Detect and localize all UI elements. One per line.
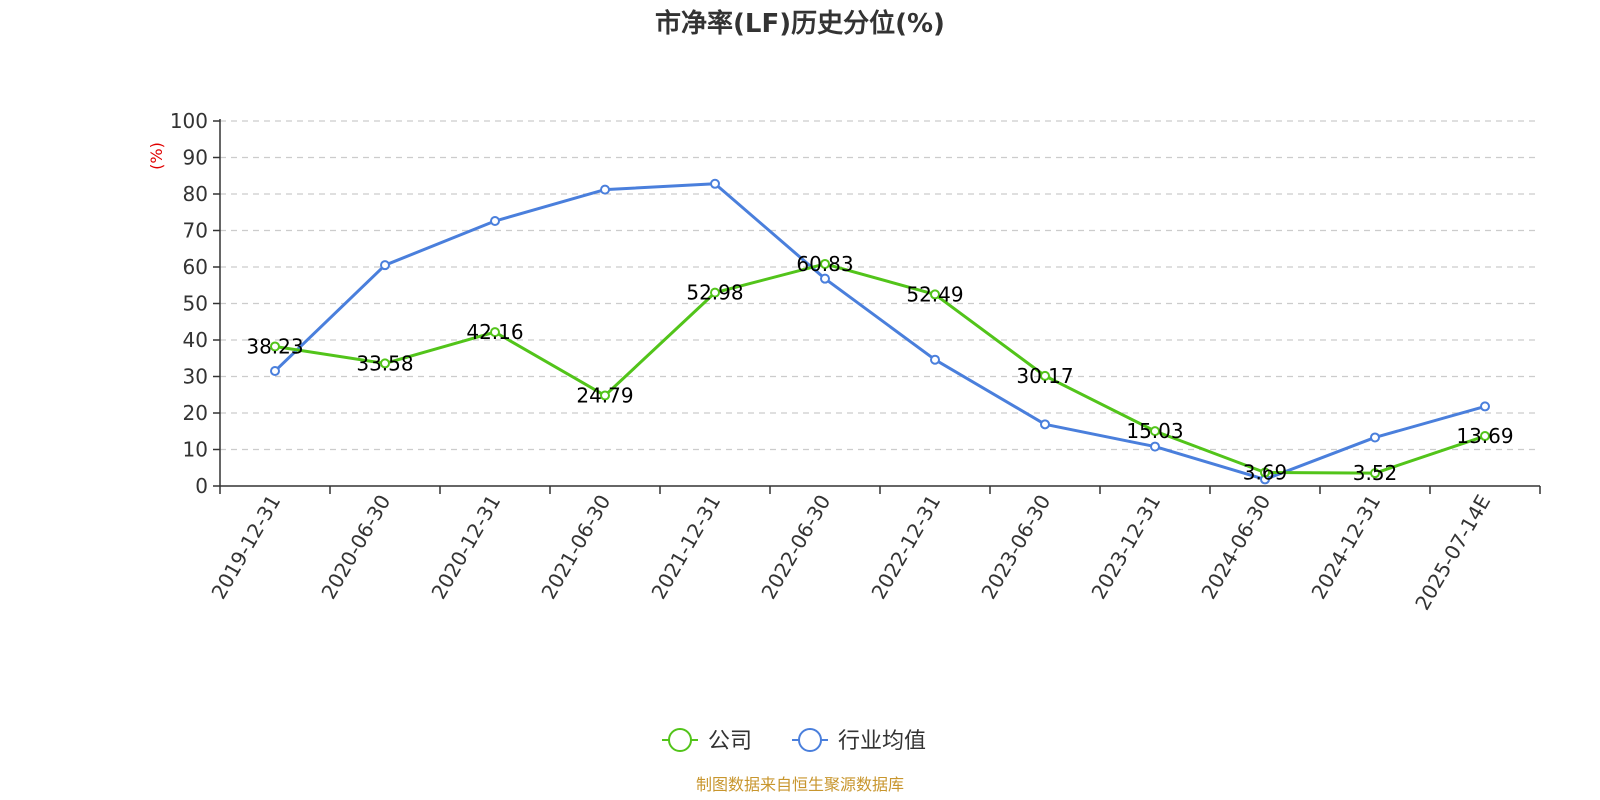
- data-point-industry-avg: [270, 366, 280, 377]
- data-labels: 38.23 33.58 42.16 24.79 52.98 60.83 52.49 30.17…: [246, 252, 1513, 485]
- data-point-company: [600, 390, 610, 401]
- data-point-industry-avg: [930, 354, 940, 365]
- data-point-company: [820, 258, 830, 269]
- legend: 公司 行业均值: [662, 728, 926, 754]
- y-axis-label: (%): [147, 142, 166, 170]
- data-label: 13.69: [1456, 424, 1513, 448]
- data-point-industry-avg: [1370, 432, 1380, 443]
- legend-item-company[interactable]: 公司: [662, 728, 752, 754]
- data-point-company: [930, 289, 940, 300]
- x-tick-label: 2023-12-31: [1086, 491, 1165, 604]
- y-axis-ticks: 0 10 20 30 40 50 60 70 80 90 100: [170, 109, 220, 498]
- chart-title: 市净率(LF)历史分位(%): [655, 8, 945, 39]
- y-tick-label: 70: [183, 219, 208, 243]
- axes: [219, 119, 1540, 487]
- y-tick-label: 10: [183, 438, 208, 462]
- data-label: 33.58: [356, 351, 413, 375]
- x-tick-label: 2021-06-30: [536, 491, 615, 604]
- data-point-industry-avg: [1150, 441, 1160, 452]
- series-line-company: [274, 262, 1486, 475]
- x-tick-label: 2023-06-30: [976, 491, 1055, 604]
- data-label: 42.16: [466, 320, 523, 344]
- y-tick-label: 50: [183, 292, 208, 316]
- data-label: 15.03: [1126, 419, 1183, 443]
- data-label: 60.83: [796, 252, 853, 276]
- data-label: 3.69: [1243, 461, 1288, 485]
- series-group: [270, 178, 1490, 485]
- x-tick-label: 2021-12-31: [646, 491, 725, 604]
- data-label: 30.17: [1016, 364, 1073, 388]
- grid-lines: [220, 120, 1540, 451]
- x-tick-label: 2024-06-30: [1196, 491, 1275, 604]
- y-tick-label: 80: [183, 182, 208, 206]
- source-note: 制图数据来自恒生聚源数据库: [696, 775, 904, 794]
- legend-item-industry-avg[interactable]: 行业均值: [792, 728, 926, 754]
- data-point-industry-avg: [710, 178, 720, 189]
- data-point-company: [490, 327, 500, 338]
- data-point-industry-avg: [600, 184, 610, 195]
- x-tick-label: 2020-12-31: [426, 491, 505, 604]
- x-tick-label: 2025-07-14E: [1410, 491, 1495, 615]
- y-tick-label: 30: [183, 365, 208, 389]
- series-line-industry-avg: [273, 182, 1486, 481]
- data-point-company: [1150, 426, 1160, 437]
- x-tick-label: 2019-12-31: [206, 491, 285, 604]
- data-point-industry-avg: [490, 216, 500, 227]
- data-label: 52.98: [686, 281, 743, 305]
- data-point-company: [710, 287, 720, 298]
- data-point-industry-avg: [1480, 401, 1490, 412]
- x-tick-label: 2024-12-31: [1306, 491, 1385, 604]
- data-point-company: [1260, 467, 1270, 478]
- x-axis-ticks: 2019-12-31 2020-06-30 2020-12-31 2021-06-30…: [206, 486, 1541, 615]
- data-point-industry-avg: [380, 260, 390, 271]
- y-tick-label: 100: [170, 109, 208, 133]
- data-point-company: [270, 341, 280, 352]
- y-tick-label: 20: [183, 401, 208, 425]
- x-tick-label: 2020-06-30: [316, 491, 395, 604]
- x-tick-label: 2022-06-30: [756, 491, 835, 604]
- y-tick-label: 60: [183, 255, 208, 279]
- data-point-company: [1480, 431, 1490, 442]
- data-label: 52.49: [906, 282, 963, 306]
- y-tick-label: 40: [183, 328, 208, 352]
- x-tick-label: 2022-12-31: [866, 491, 945, 604]
- y-tick-label: 90: [183, 146, 208, 170]
- data-label: 3.52: [1353, 461, 1398, 485]
- y-tick-label: 0: [195, 474, 208, 498]
- legend-label: 公司: [708, 729, 752, 754]
- legend-marker: [798, 728, 822, 752]
- data-point-company: [1370, 468, 1380, 479]
- data-point-company: [380, 358, 390, 369]
- data-point-industry-avg: [820, 273, 830, 284]
- data-point-industry-avg: [1040, 419, 1050, 430]
- legend-marker: [668, 728, 692, 752]
- data-point-company: [1040, 370, 1050, 381]
- legend-label: 行业均值: [838, 729, 926, 754]
- data-label: 38.23: [246, 334, 303, 358]
- data-label: 24.79: [576, 384, 633, 408]
